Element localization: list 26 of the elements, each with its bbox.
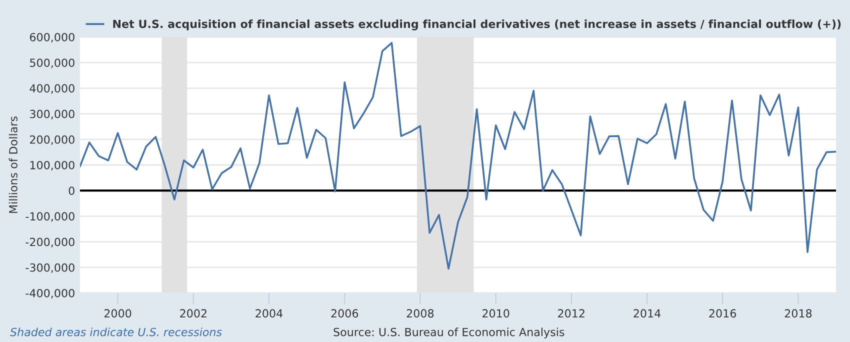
y-tick-label: -200,000	[26, 238, 74, 248]
y-tick-label: 300,000	[30, 110, 74, 120]
line-series	[80, 42, 836, 270]
y-tick-label: 500,000	[30, 58, 74, 68]
text: Shaded areas indicate U.S. recessions	[10, 328, 222, 336]
x-tick-label: 2004	[256, 309, 282, 318]
y-tick-label: 200,000	[30, 135, 74, 145]
x-tick-label: 2014	[634, 309, 661, 318]
y-tick-label: 0	[68, 186, 74, 195]
x-tick-label: 2000	[104, 309, 132, 318]
y-tick-label: -400,000	[26, 288, 74, 299]
x-tick-label: 2006	[331, 309, 358, 318]
x-tick-label: 2018	[784, 309, 812, 318]
y-tick-label: -300,000	[26, 263, 74, 273]
source-note: Source: U.S. Bureau of Economic Analysis	[334, 328, 564, 338]
y-tick-label: 400,000	[30, 84, 74, 94]
x-tick-label: 2010	[482, 309, 510, 318]
x-tick-label: 2016	[709, 309, 736, 318]
x-tick-label: 2012	[558, 309, 584, 318]
legend-label: Net U.S. acquisition of financial assets excluding financial derivatives (net increase in assets / financial outflow (+))	[113, 19, 841, 30]
y-tick-label: 600,000	[30, 32, 74, 43]
y-axis-title: Millions of Dollars	[8, 116, 18, 213]
x-tick-label: 2008	[406, 309, 434, 318]
x-tick-label: 2002	[180, 309, 206, 318]
y-tick-label: 100,000	[30, 160, 74, 171]
y-tick-label: -100,000	[26, 212, 74, 222]
